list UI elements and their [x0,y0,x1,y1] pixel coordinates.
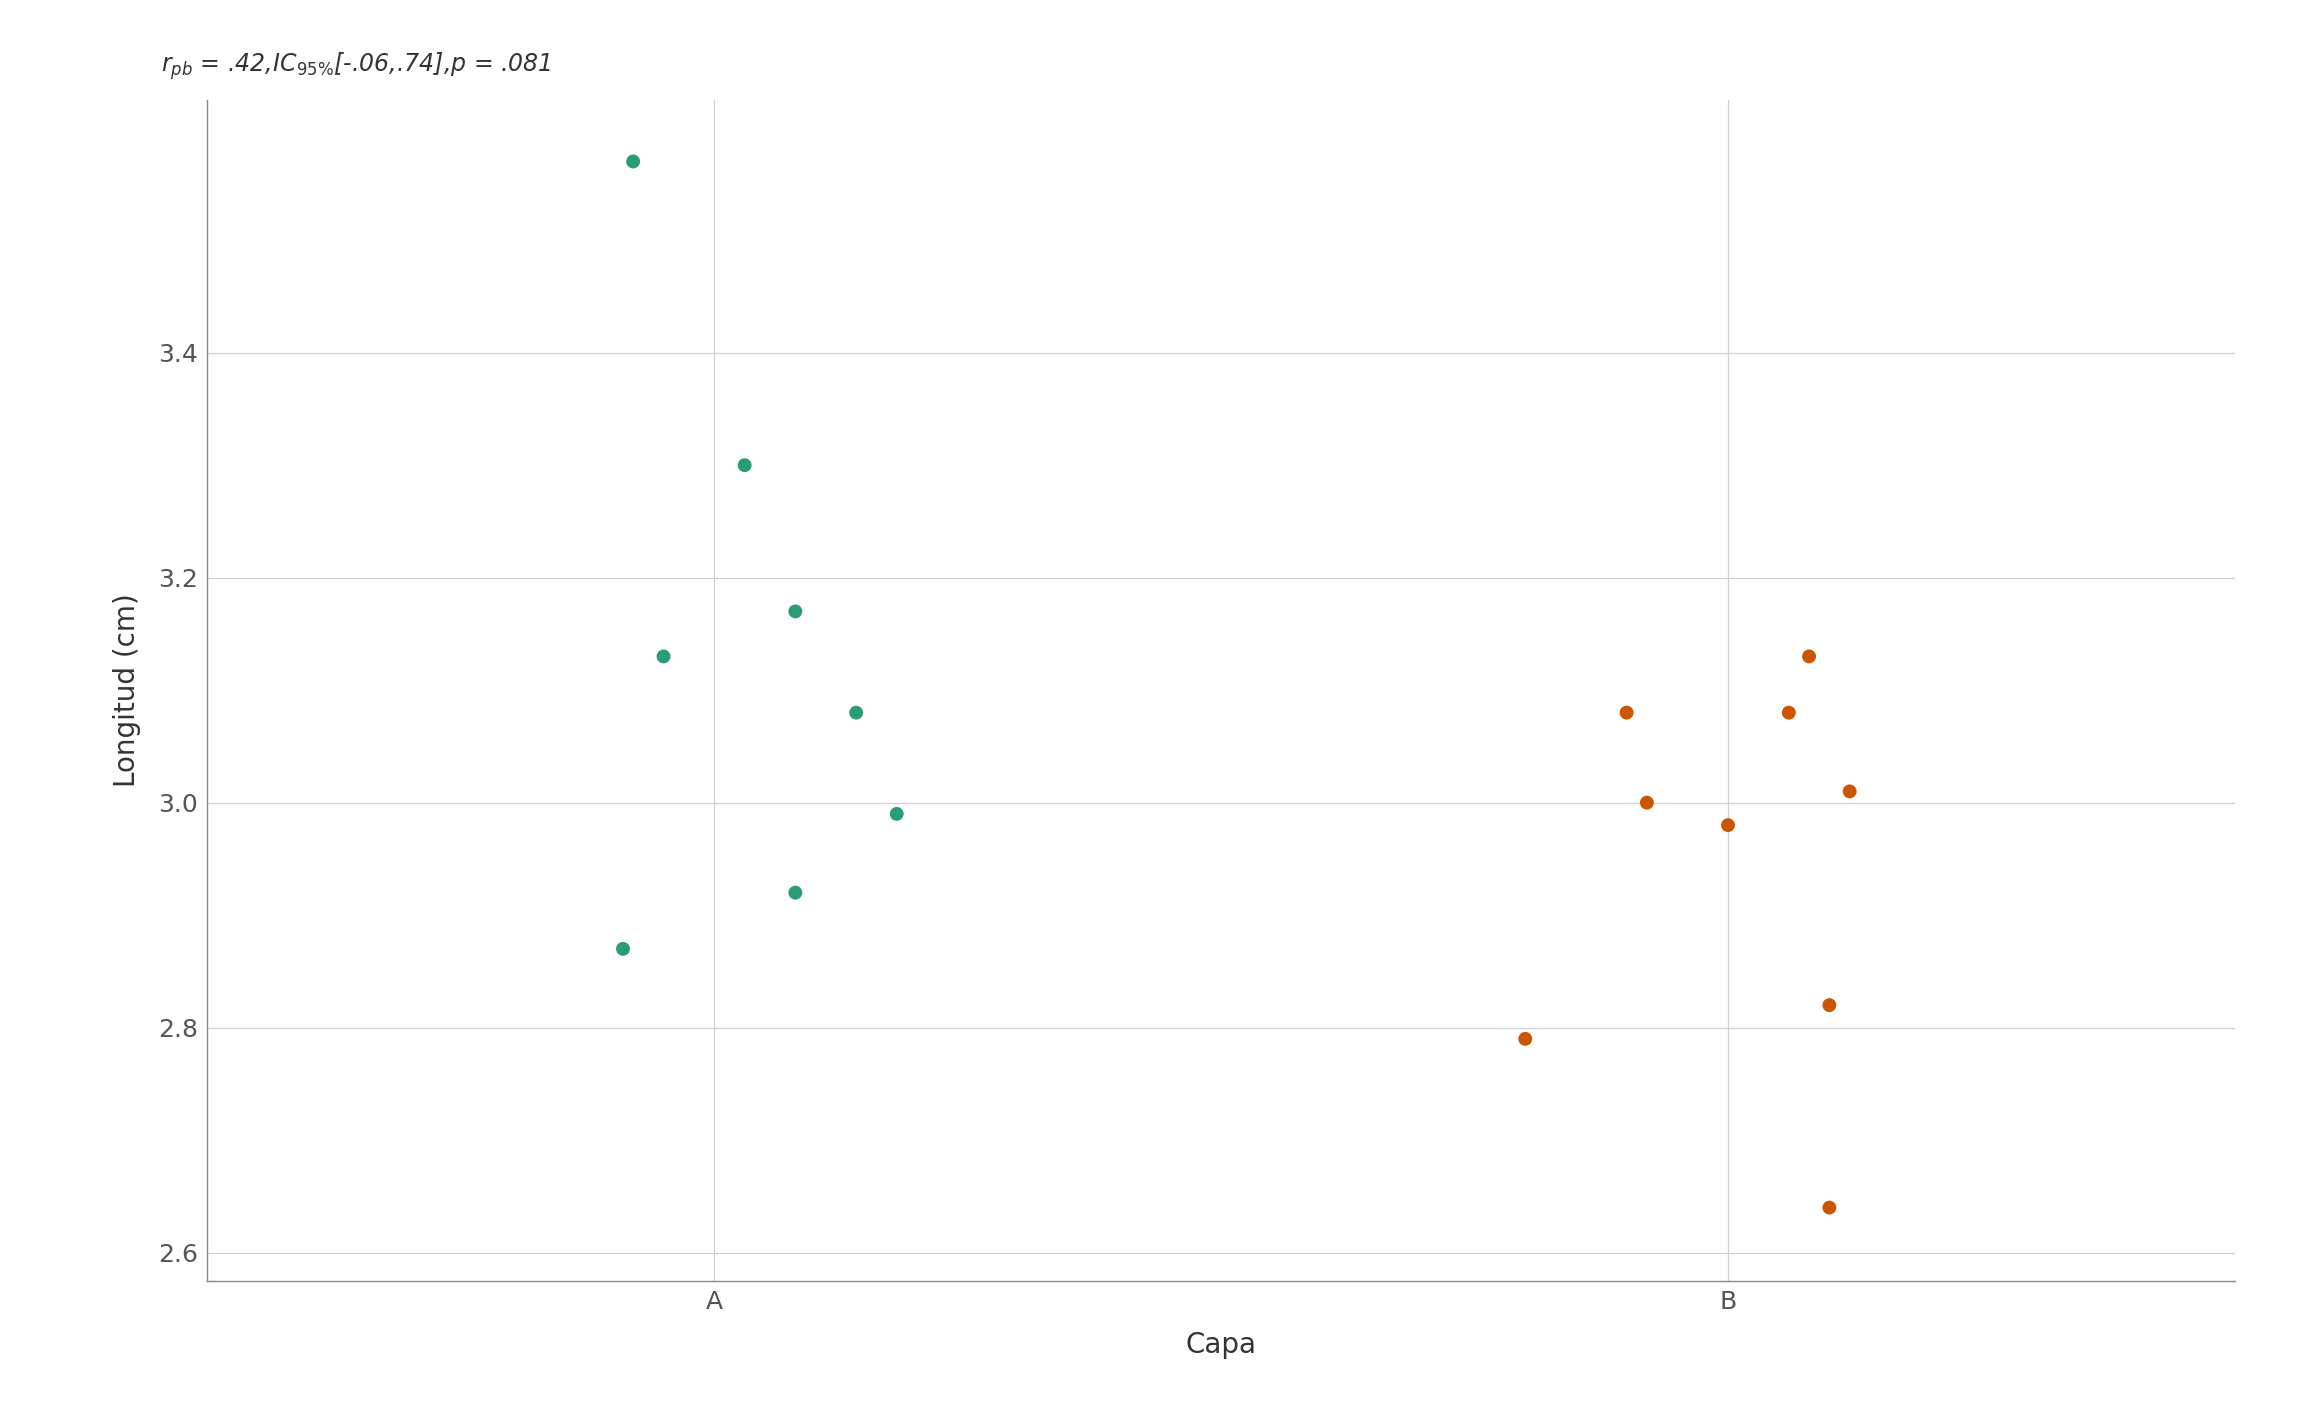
Point [1811,993,1848,1016]
Point [1832,780,1869,803]
Point [615,149,652,172]
Point [1507,1027,1544,1050]
Point [1769,702,1806,724]
Point [726,454,763,477]
Y-axis label: Longitud (cm): Longitud (cm) [113,593,141,787]
Point [878,803,915,825]
Text: $r_{pb}$ = .42,IC$_{95\%}$[-.06,.74],$p$ = .081: $r_{pb}$ = .42,IC$_{95\%}$[-.06,.74],$p$… [161,50,551,81]
Point [1710,814,1746,837]
X-axis label: Capa: Capa [1187,1331,1256,1359]
Point [776,881,813,904]
Point [839,702,876,724]
Point [604,938,641,961]
Point [645,645,682,667]
Point [1790,645,1827,667]
Point [1629,791,1666,814]
Point [776,601,813,623]
Point [1811,1197,1848,1220]
Point [1608,702,1645,724]
